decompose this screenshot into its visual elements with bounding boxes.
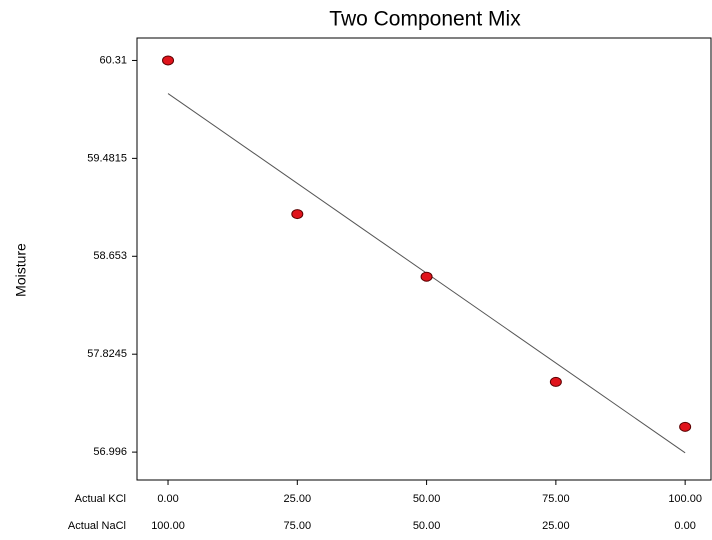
x2-axis-title: Actual NaCl [68, 520, 126, 532]
point [292, 210, 303, 219]
x2-tick-label: 100.00 [151, 520, 185, 532]
x-tick-label: 0.00 [157, 493, 178, 505]
plot-frame [137, 38, 711, 480]
point [550, 377, 561, 386]
x-tick-label: 100.00 [668, 493, 702, 505]
x2-tick-label: 25.00 [542, 520, 570, 532]
point [421, 272, 432, 281]
x-axis-title: Actual KCl [75, 493, 126, 505]
chart: Two Component Mix Moisture Actual KCl Ac… [0, 0, 712, 540]
x2-tick-label: 75.00 [284, 520, 312, 532]
y-tick-label: 56.996 [93, 446, 127, 458]
y-axis-title: Moisture [13, 243, 29, 297]
chart-title: Two Component Mix [329, 8, 521, 31]
point [163, 56, 174, 65]
y-tick-label: 60.31 [99, 54, 127, 66]
y-tick-label: 59.4815 [87, 152, 127, 164]
x-tick-label: 50.00 [413, 493, 441, 505]
y-tick-label: 57.8245 [87, 348, 127, 360]
page: {"chart_data": { "type": "scatter", "tit… [0, 0, 712, 540]
y-tick-label: 58.653 [93, 250, 127, 262]
x2-tick-label: 50.00 [413, 520, 441, 532]
point [680, 422, 691, 431]
x-tick-label: 75.00 [542, 493, 570, 505]
x2-tick-label: 0.00 [674, 520, 695, 532]
x-tick-label: 25.00 [284, 493, 312, 505]
